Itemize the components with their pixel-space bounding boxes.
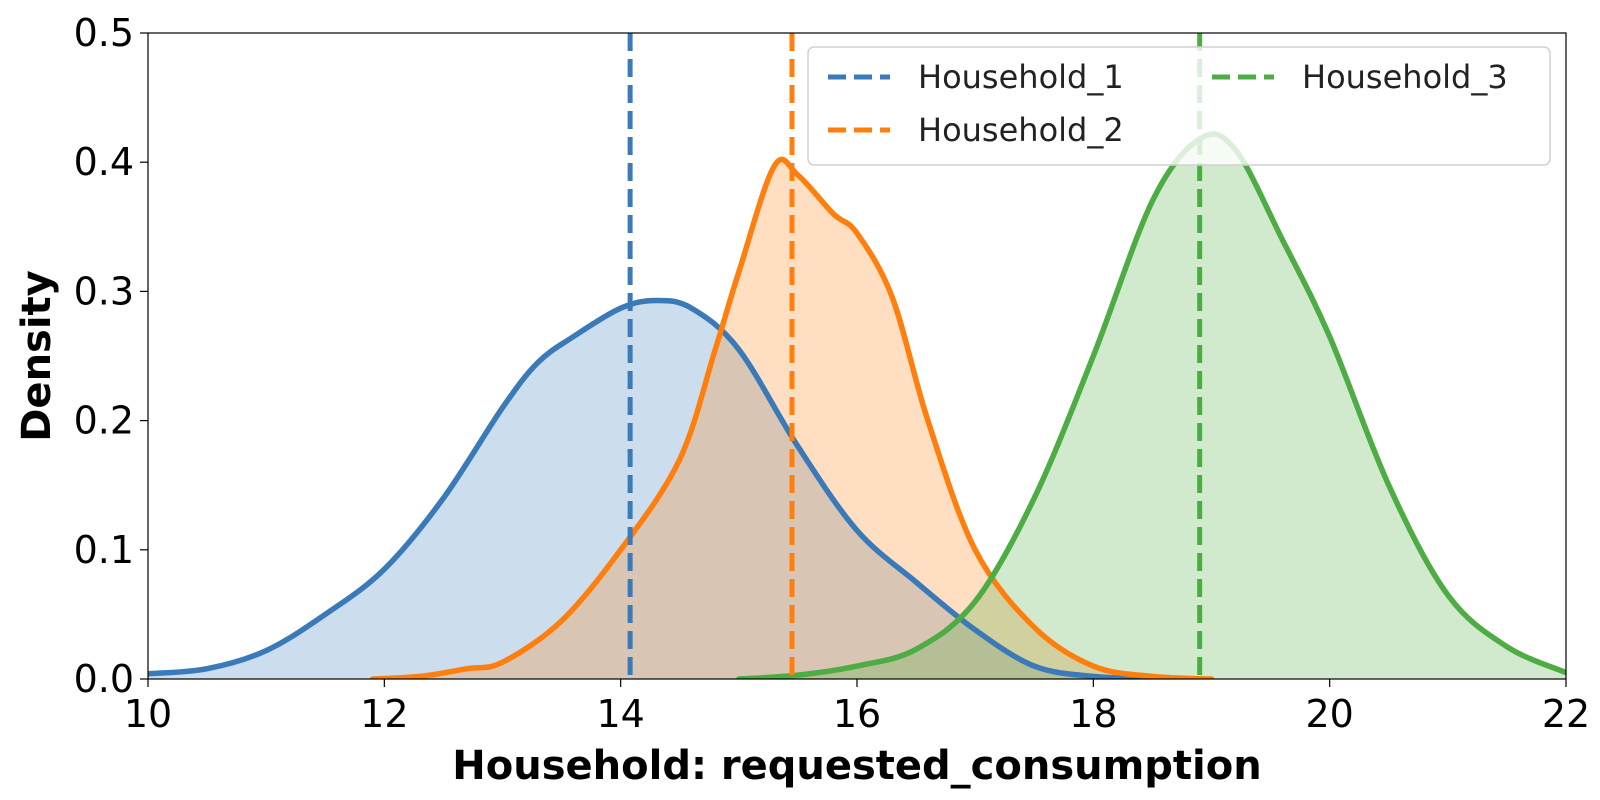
legend-label-3: Household_3 [1302, 58, 1508, 96]
x-axis-title: Household: requested_consumption [452, 743, 1261, 789]
density-line-2 [369, 156, 1215, 679]
y-tick-label: 0.4 [74, 140, 134, 184]
density-fill-3 [738, 133, 1566, 679]
legend: Household_1 Household_2 Household_3 [807, 46, 1551, 166]
legend-label-1: Household_1 [918, 58, 1124, 96]
y-tick-label: 0.0 [74, 657, 134, 701]
legend-label-2: Household_2 [918, 111, 1124, 149]
legend-box [807, 46, 1551, 166]
density-fill-1 [148, 300, 1153, 679]
y-axis-title: Density [14, 270, 60, 442]
x-tick-label: 14 [596, 692, 644, 736]
x-tick-label: 10 [124, 692, 172, 736]
x-tick-label: 20 [1305, 692, 1353, 736]
density-fill-2 [372, 159, 1212, 679]
x-tick-label: 12 [360, 692, 408, 736]
x-tick-label: 22 [1542, 692, 1590, 736]
series-layer [148, 131, 1566, 679]
x-tick-label: 16 [833, 692, 881, 736]
x-axis: 10 12 14 16 18 20 22 [124, 679, 1590, 736]
y-tick-label: 0.5 [74, 11, 134, 55]
y-axis: 0.0 0.1 0.2 0.3 0.4 0.5 [74, 11, 148, 701]
y-tick-label: 0.1 [74, 528, 134, 572]
y-tick-label: 0.3 [74, 269, 134, 313]
x-tick-label: 18 [1069, 692, 1117, 736]
y-tick-label: 0.2 [74, 399, 134, 443]
